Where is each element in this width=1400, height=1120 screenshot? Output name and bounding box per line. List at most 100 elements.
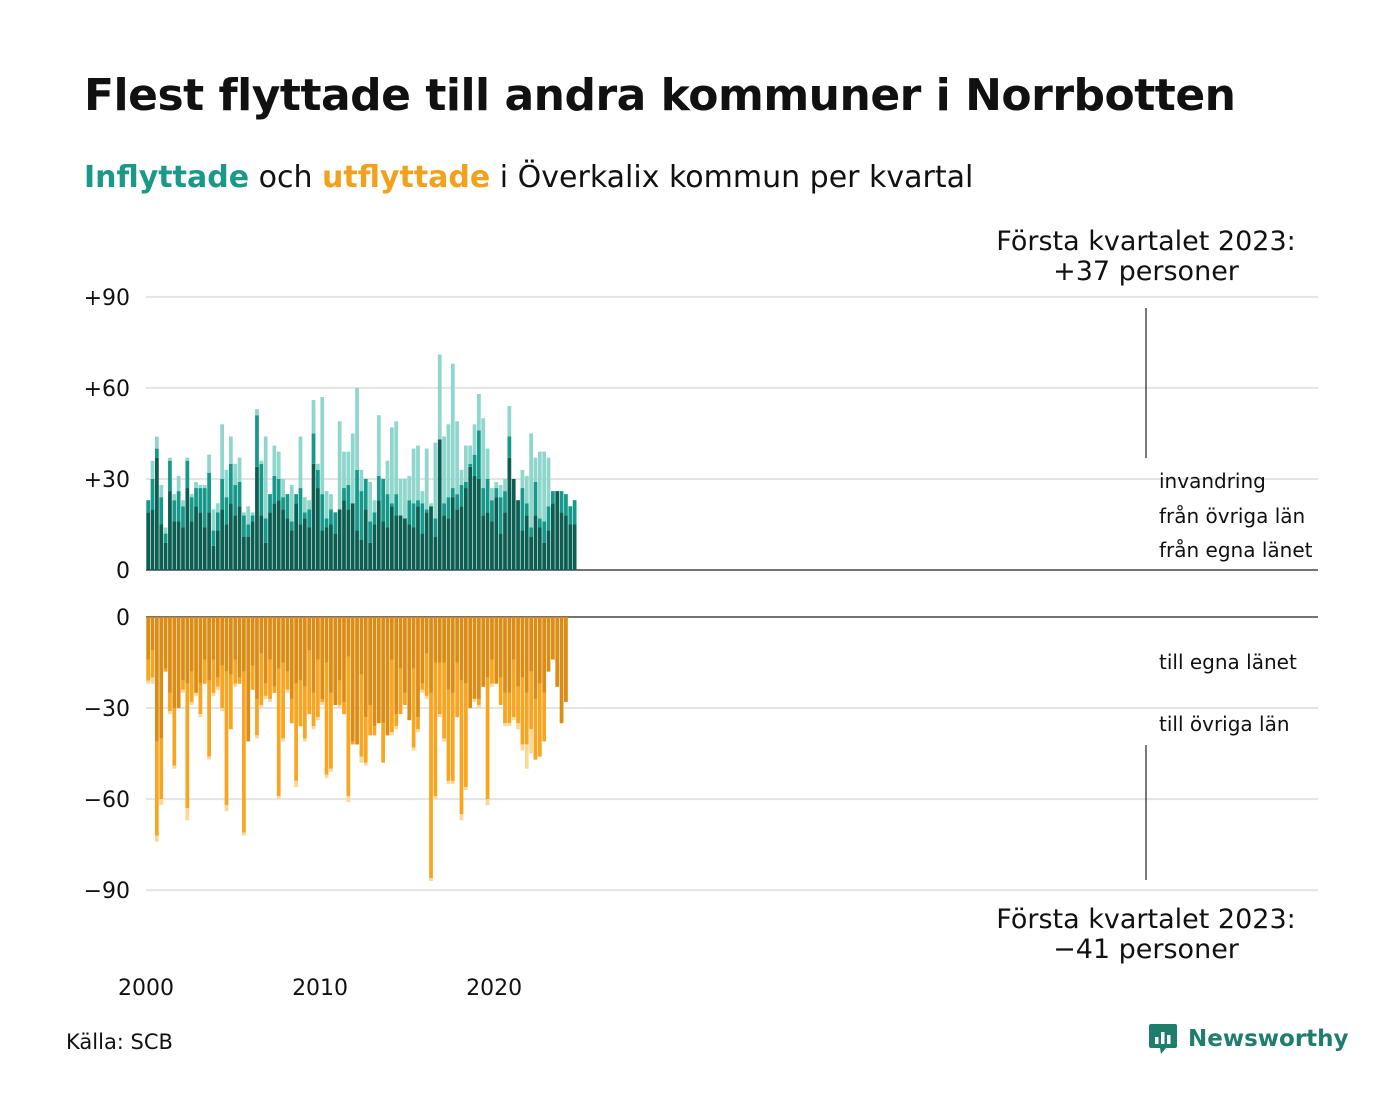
bar-inflow-egna-lanet: [403, 518, 407, 570]
bar-inflow-ovriga-lan: [442, 503, 446, 516]
bar-outflow-ovriga-lan: [168, 692, 172, 712]
bar-inflow-ovriga-lan: [533, 481, 538, 516]
bar-inflow-invandring: [394, 421, 399, 495]
bar-inflow-egna-lanet: [324, 527, 329, 570]
bar-inflow-ovriga-lan: [477, 430, 481, 479]
bar-outflow-egna-lanet: [302, 617, 307, 687]
bar-outflow-egna-lanet: [172, 617, 177, 709]
bar-outflow-egna-lanet: [455, 617, 460, 663]
bar-outflow-ovriga-lan: [411, 668, 416, 748]
bar-outflow-extra: [233, 683, 238, 687]
bar-inflow-egna-lanet: [463, 488, 468, 570]
bar-inflow-invandring: [481, 418, 486, 489]
bar-outflow-ovriga-lan: [224, 671, 229, 806]
bar-outflow-egna-lanet: [524, 617, 529, 693]
bar-outflow-extra: [477, 705, 481, 709]
bar-outflow-ovriga-lan: [276, 668, 281, 797]
bar-inflow-egna-lanet: [485, 512, 490, 570]
series-label-outflow: till övriga län: [1159, 712, 1290, 736]
bar-inflow-invandring: [155, 436, 159, 449]
bar-inflow-invandring: [220, 424, 225, 479]
bar-inflow-ovriga-lan: [311, 433, 316, 464]
bar-inflow-invandring: [403, 478, 407, 519]
bar-inflow-egna-lanet: [376, 500, 381, 570]
bar-inflow-egna-lanet: [516, 500, 520, 570]
bar-inflow-invandring: [442, 436, 446, 504]
bar-inflow-egna-lanet: [198, 512, 203, 570]
bar-inflow-invandring: [485, 448, 490, 479]
bar-outflow-ovriga-lan: [294, 683, 299, 781]
bar-outflow-egna-lanet: [537, 617, 542, 684]
bar-inflow-egna-lanet: [176, 521, 181, 570]
bar-inflow-ovriga-lan: [542, 521, 547, 543]
bar-inflow-invandring: [250, 512, 255, 516]
bar-inflow-ovriga-lan: [329, 509, 333, 525]
bar-inflow-ovriga-lan: [150, 478, 155, 510]
bar-inflow-invandring: [463, 445, 468, 482]
bar-inflow-ovriga-lan: [468, 463, 473, 467]
bar-outflow-egna-lanet: [150, 617, 155, 651]
bar-inflow-egna-lanet: [276, 500, 281, 570]
bar-outflow-extra: [220, 708, 225, 712]
bar-inflow-invandring: [455, 421, 460, 495]
bar-inflow-egna-lanet: [520, 530, 525, 570]
bar-inflow-invandring: [542, 451, 547, 522]
bar-inflow-ovriga-lan: [564, 494, 568, 516]
bar-inflow-ovriga-lan: [376, 475, 381, 501]
bar-outflow-egna-lanet: [246, 617, 251, 742]
bar-inflow-egna-lanet: [255, 466, 259, 570]
bar-inflow-egna-lanet: [150, 509, 155, 570]
bar-inflow-egna-lanet: [302, 518, 307, 570]
bar-inflow-invandring: [477, 393, 481, 431]
bar-inflow-egna-lanet: [272, 503, 277, 570]
bar-inflow-ovriga-lan: [559, 491, 564, 513]
bar-inflow-egna-lanet: [202, 527, 207, 570]
bar-outflow-egna-lanet: [533, 617, 538, 699]
bar-outflow-egna-lanet: [542, 617, 547, 693]
bar-inflow-ovriga-lan: [268, 494, 272, 513]
bar-inflow-ovriga-lan: [159, 497, 164, 525]
bar-inflow-ovriga-lan: [207, 472, 211, 513]
bar-outflow-egna-lanet: [555, 617, 560, 687]
bar-inflow-invandring: [503, 478, 507, 492]
bar-outflow-egna-lanet: [281, 617, 285, 663]
bar-outflow-egna-lanet: [477, 617, 481, 699]
bar-inflow-invandring: [507, 406, 512, 437]
bar-outflow-ovriga-lan: [433, 662, 438, 797]
bar-inflow-egna-lanet: [250, 521, 255, 570]
bar-inflow-egna-lanet: [207, 512, 211, 570]
bar-outflow-ovriga-lan: [455, 662, 460, 718]
bar-inflow-egna-lanet: [168, 491, 172, 570]
bar-outflow-egna-lanet: [559, 617, 564, 724]
bar-inflow-egna-lanet: [363, 509, 368, 570]
bar-outflow-egna-lanet: [507, 617, 512, 693]
bar-inflow-invandring: [468, 445, 473, 464]
bar-inflow-invandring: [185, 457, 190, 461]
bar-outflow-ovriga-lan: [202, 659, 207, 684]
bar-outflow-ovriga-lan: [516, 686, 520, 724]
bar-outflow-egna-lanet: [411, 617, 416, 669]
bar-inflow-invandring: [446, 424, 451, 498]
bar-outflow-egna-lanet: [494, 617, 499, 684]
bar-inflow-ovriga-lan: [420, 503, 425, 534]
bar-inflow-ovriga-lan: [424, 509, 429, 513]
bar-inflow-invandring: [420, 491, 425, 504]
bar-inflow-ovriga-lan: [307, 509, 312, 528]
bar-outflow-ovriga-lan: [450, 692, 455, 781]
bar-outflow-extra: [146, 680, 151, 684]
bar-outflow-extra: [420, 689, 425, 693]
bar-inflow-egna-lanet: [307, 527, 312, 570]
brand-logo: Newsworthy: [1148, 1022, 1349, 1056]
bar-inflow-egna-lanet: [559, 512, 564, 570]
bar-outflow-ovriga-lan: [302, 686, 307, 739]
bar-inflow-egna-lanet: [172, 521, 177, 570]
bar-outflow-extra: [437, 714, 442, 718]
bar-inflow-egna-lanet: [503, 512, 507, 570]
bar-outflow-egna-lanet: [181, 617, 185, 681]
bar-outflow-egna-lanet: [237, 617, 242, 678]
series-label-inflow: invandring: [1159, 469, 1266, 493]
bar-inflow-ovriga-lan: [294, 494, 299, 504]
bar-inflow-egna-lanet: [529, 536, 533, 570]
bar-outflow-egna-lanet: [416, 617, 420, 718]
bar-inflow-egna-lanet: [215, 530, 220, 570]
